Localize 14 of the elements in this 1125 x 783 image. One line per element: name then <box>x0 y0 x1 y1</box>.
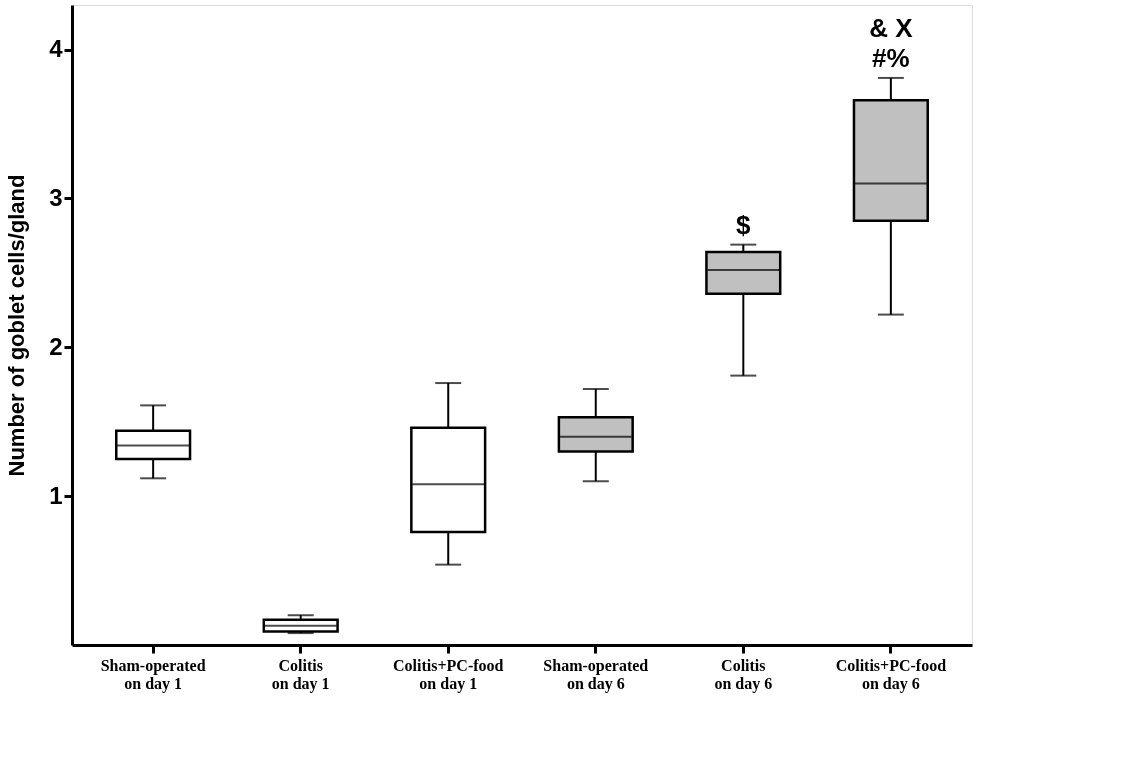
x-tick-label: Sham-operated on day 6 <box>543 656 649 693</box>
y-tick-label: 1 <box>49 481 63 509</box>
annotation: $ <box>736 209 752 240</box>
y-tick-label: 2 <box>49 332 63 360</box>
x-tick-label: Colitis+PC-food on day 1 <box>393 656 504 693</box>
x-tick-label: Colitis on day 6 <box>714 656 773 693</box>
x-tick-label: Colitis on day 1 <box>271 656 330 693</box>
annotation: & X <box>869 12 914 43</box>
annotation: #% <box>872 42 910 73</box>
y-axis-title: Number of goblet cells/gland <box>4 174 30 477</box>
y-tick-label: 3 <box>49 183 63 211</box>
y-tick-label: 4 <box>49 35 64 63</box>
x-tick-label: Sham-operated on day 1 <box>100 656 206 693</box>
x-tick-label: Colitis+PC-food on day 6 <box>835 656 947 693</box>
